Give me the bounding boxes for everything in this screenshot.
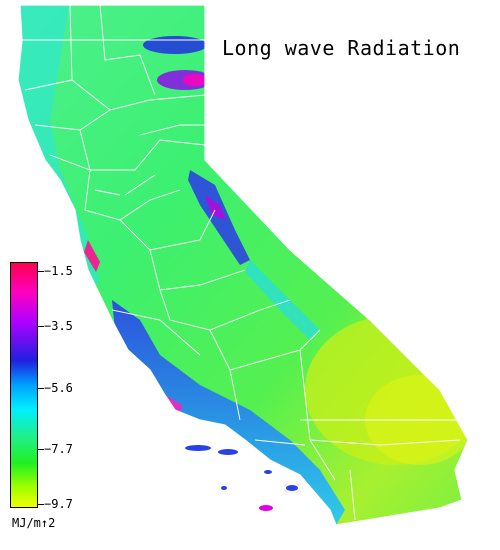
scale-tick-1: −1.5 (38, 264, 73, 278)
scale-tick-5: −9.7 (38, 497, 73, 511)
color-scale-bar (10, 262, 38, 508)
channel-islands (185, 445, 298, 511)
scale-tick-2: −3.5 (38, 319, 73, 333)
county-borders (20, 5, 461, 521)
scale-units: MJ/m↑2 (12, 516, 56, 530)
map-title: Long wave Radiation (222, 36, 461, 60)
scale-tick-3: −5.6 (38, 381, 73, 395)
scale-tick-4: −7.7 (38, 442, 73, 456)
